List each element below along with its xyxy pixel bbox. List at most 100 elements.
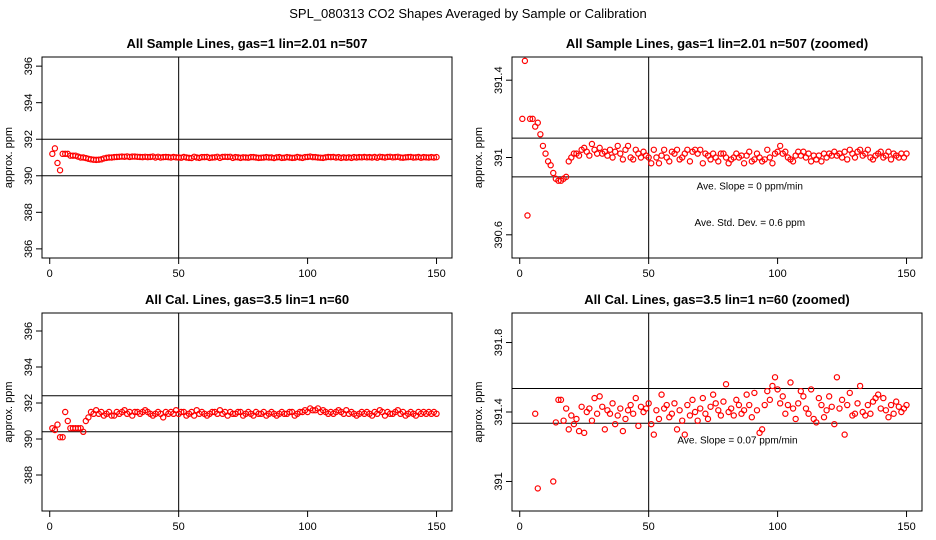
data-point — [748, 414, 756, 421]
data-point — [588, 417, 596, 424]
data-point — [609, 400, 616, 407]
data-point — [707, 156, 714, 163]
y-tick-label: 390 — [23, 167, 35, 185]
data-point — [707, 403, 714, 410]
data-point — [578, 403, 585, 410]
data-point — [666, 158, 673, 165]
data-point — [433, 410, 440, 417]
data-point — [743, 391, 750, 398]
y-tick-label: 390.6 — [493, 221, 505, 249]
data-point — [650, 146, 658, 153]
data-point — [697, 405, 704, 412]
data-point — [846, 389, 853, 397]
data-point — [562, 173, 570, 181]
data-point — [789, 158, 797, 165]
data-point — [887, 156, 895, 163]
x-tick-label: 50 — [173, 521, 185, 533]
data-point — [655, 415, 663, 423]
data-point — [792, 415, 799, 423]
y-tick-label: 394 — [23, 94, 35, 112]
data-point — [668, 410, 676, 417]
data-point — [686, 412, 694, 419]
data-point — [611, 148, 619, 155]
y-axis-label: approx. ppm — [473, 127, 485, 188]
data-point — [601, 426, 609, 433]
data-point — [542, 150, 549, 157]
data-point — [841, 148, 848, 155]
data-point — [673, 146, 681, 153]
data-point — [717, 150, 725, 157]
y-tick-label: 388 — [23, 203, 35, 221]
data-point — [671, 400, 678, 407]
data-point — [746, 148, 753, 155]
data-point — [648, 160, 655, 167]
data-point — [903, 150, 910, 157]
data-point — [550, 478, 557, 485]
data-point — [774, 386, 781, 393]
data-point — [795, 400, 802, 407]
data-point — [663, 401, 670, 409]
data-point — [856, 382, 864, 390]
data-point — [782, 148, 789, 155]
data-point — [433, 153, 440, 161]
data-point — [779, 393, 786, 400]
data-point — [820, 414, 828, 421]
data-point — [882, 407, 890, 414]
data-point — [586, 405, 593, 412]
chart-title: All Sample Lines, gas=1 lin=2.01 n=507 — [127, 36, 368, 51]
data-point — [593, 410, 601, 417]
data-point — [645, 400, 652, 407]
data-point — [532, 410, 539, 417]
data-point — [534, 485, 541, 492]
data-point — [547, 162, 554, 169]
x-tick-label: 150 — [897, 521, 915, 533]
data-point — [787, 379, 794, 386]
x-tick-label: 0 — [517, 268, 523, 280]
data-point — [617, 405, 624, 412]
chart-title: All Cal. Lines, gas=3.5 lin=1 n=60 (zoom… — [584, 292, 850, 307]
x-tick-label: 150 — [427, 268, 445, 280]
data-point — [637, 154, 645, 161]
data-point — [746, 401, 753, 409]
data-point — [635, 422, 642, 430]
chart-panel-4: All Cal. Lines, gas=3.5 lin=1 n=60 (zoom… — [473, 292, 923, 533]
chart-annotation: Ave. Std. Dev. = 0.6 ppm — [695, 218, 806, 229]
data-point — [524, 212, 531, 219]
data-point — [877, 405, 884, 412]
data-point — [653, 154, 660, 161]
data-point — [895, 403, 902, 410]
data-point — [108, 412, 115, 419]
data-point — [885, 148, 892, 155]
data-point — [54, 159, 61, 167]
y-axis-label: approx. ppm — [3, 381, 15, 442]
data-point — [234, 408, 242, 416]
data-point — [591, 394, 598, 402]
data-point — [606, 146, 614, 153]
y-tick-label: 386 — [23, 240, 35, 258]
data-point — [838, 396, 846, 404]
data-point — [807, 386, 815, 393]
data-point — [722, 154, 730, 161]
data-point — [534, 119, 541, 126]
data-point — [699, 394, 707, 402]
data-point — [733, 396, 740, 404]
data-point — [653, 407, 660, 414]
data-point — [818, 401, 825, 409]
y-tick-label: 390 — [23, 430, 35, 448]
data-point — [570, 420, 578, 428]
data-point — [645, 154, 652, 161]
y-tick-label: 391 — [493, 148, 505, 166]
data-point — [629, 156, 637, 163]
data-point — [815, 394, 823, 402]
data-point — [818, 158, 825, 165]
panels: All Sample Lines, gas=1 lin=2.01 n=507 0 5… — [3, 36, 923, 533]
data-point — [715, 407, 722, 414]
data-point — [521, 57, 529, 65]
data-point — [570, 150, 578, 157]
data-point — [54, 421, 61, 428]
y-tick-label: 392 — [23, 394, 35, 412]
data-point — [874, 391, 882, 398]
data-point — [617, 150, 624, 157]
data-point — [49, 150, 56, 158]
data-point — [893, 398, 900, 405]
